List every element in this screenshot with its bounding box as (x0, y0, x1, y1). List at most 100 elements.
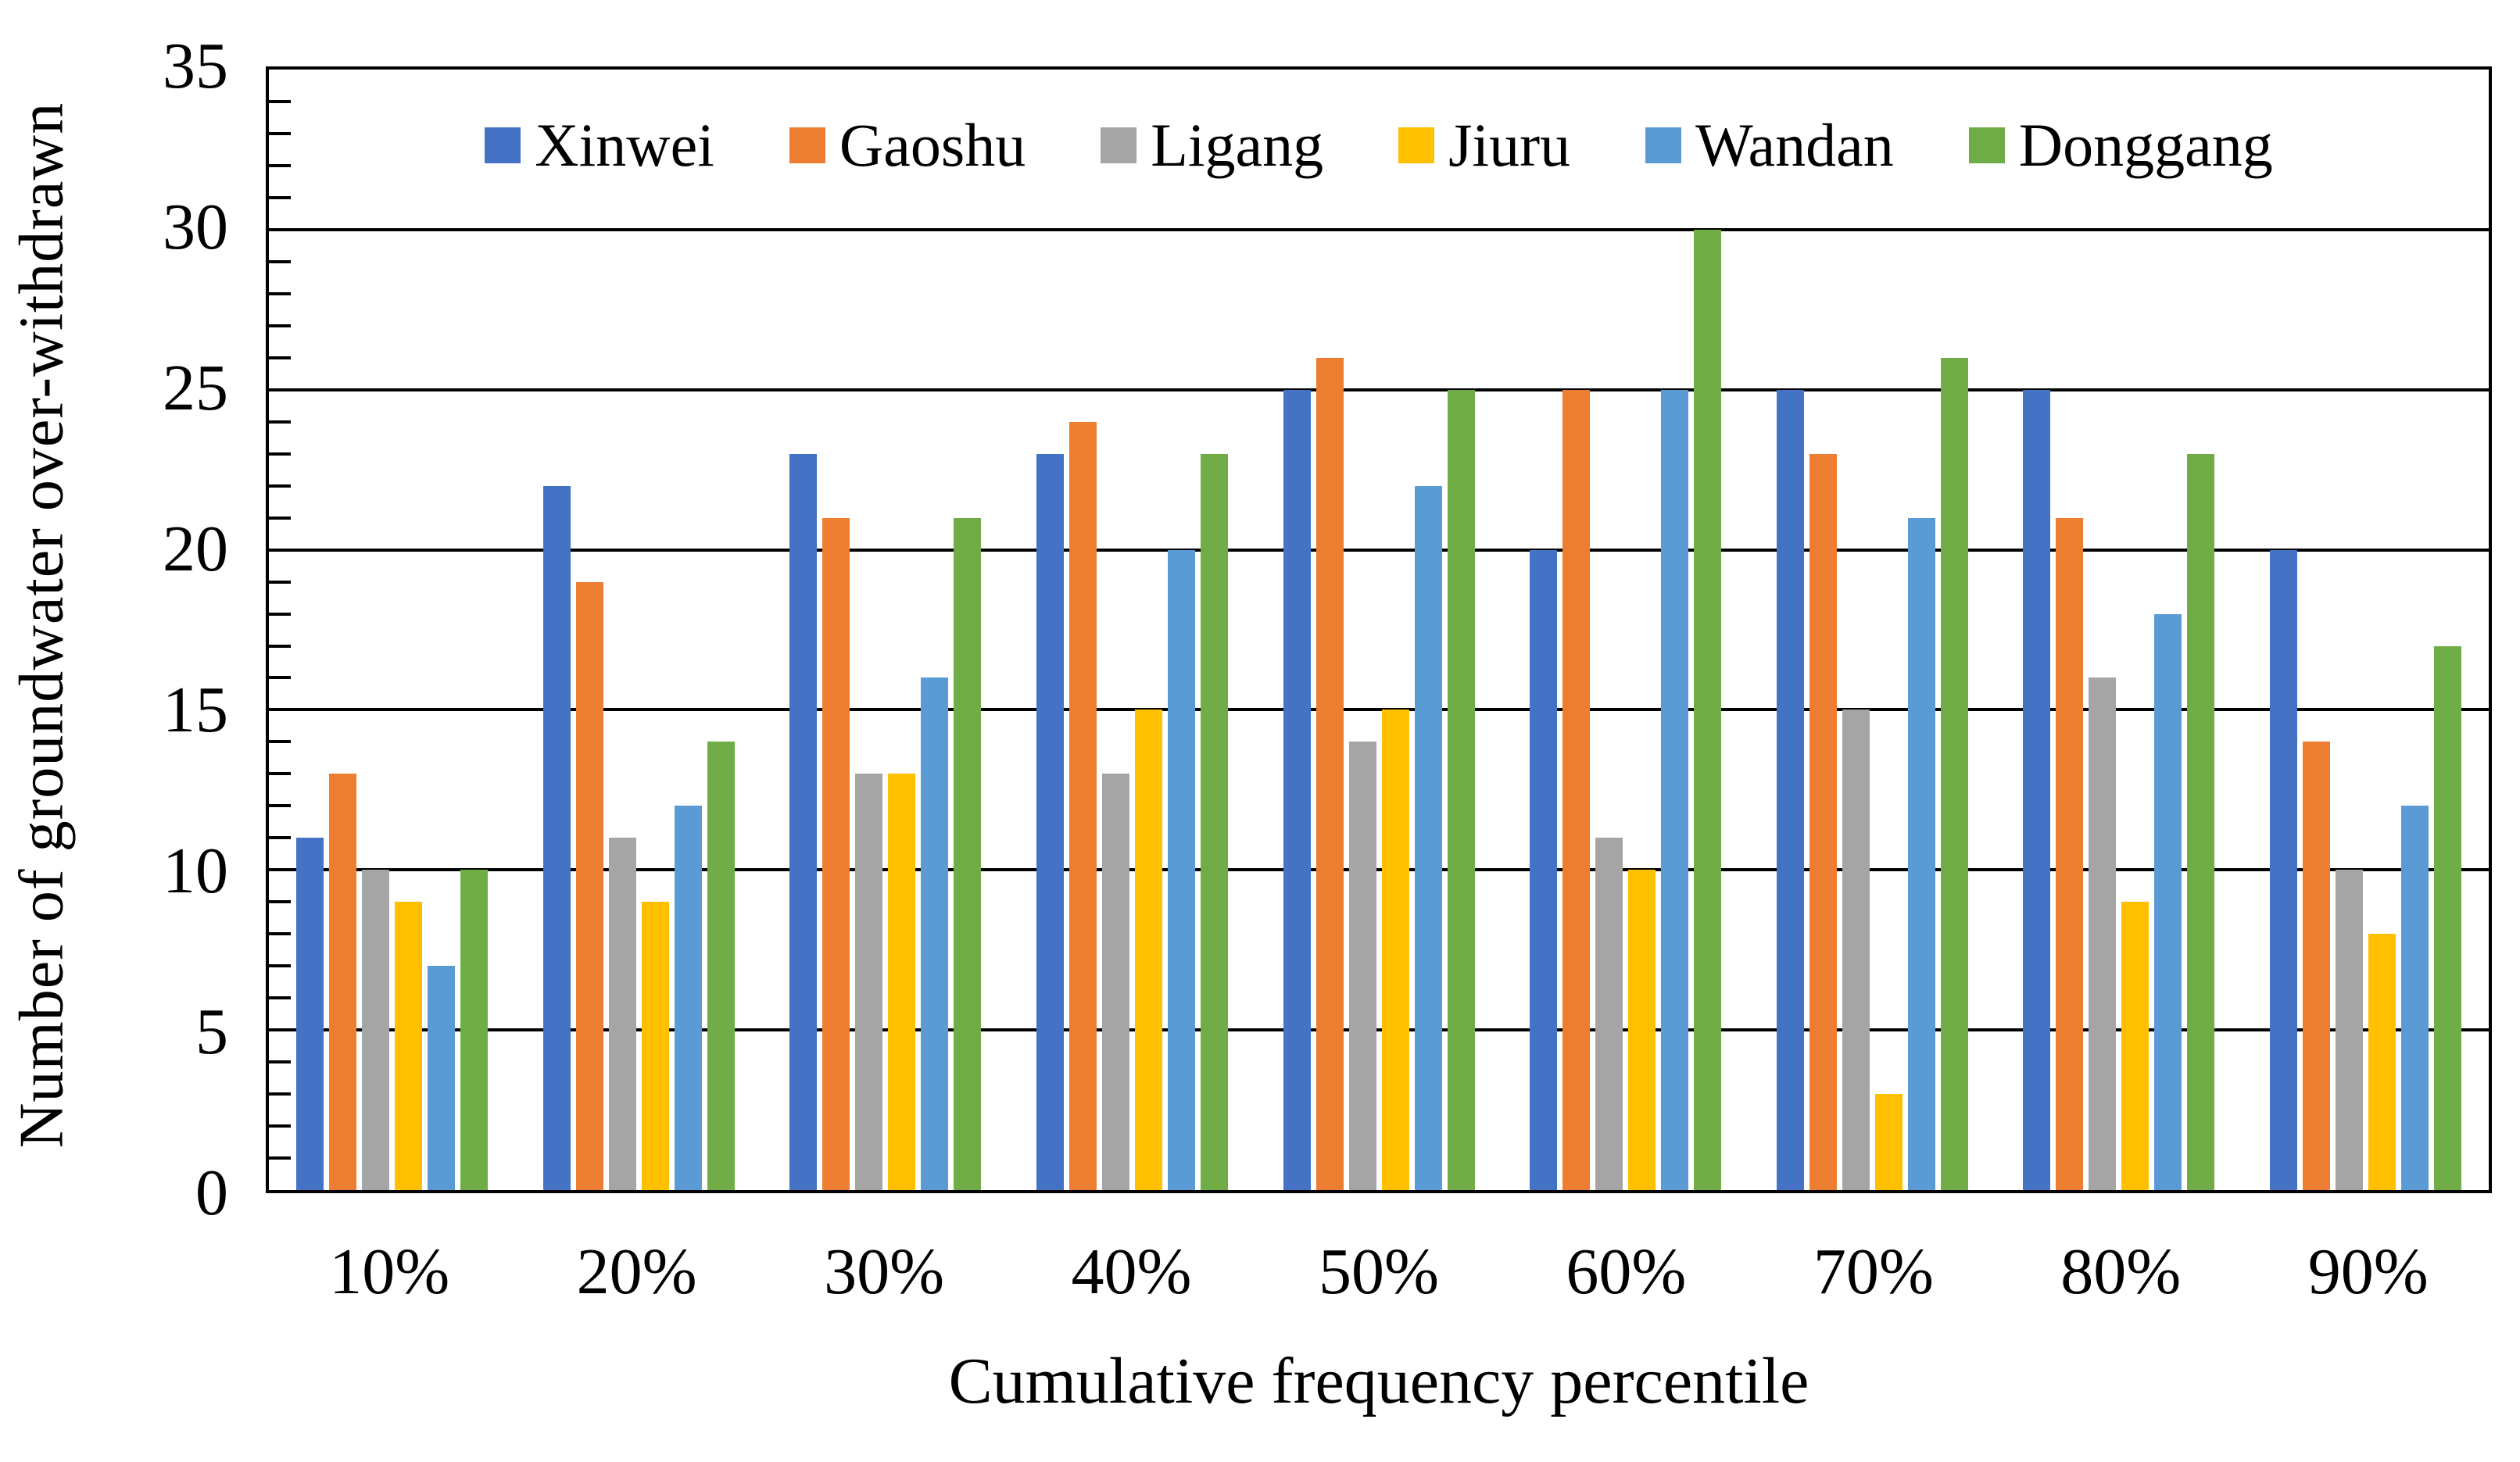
bar-donggang-10% (460, 870, 489, 1190)
y-axis-minor-tick (269, 804, 291, 808)
bar-donggang-20% (707, 742, 735, 1190)
legend-swatch-icon (485, 127, 521, 163)
bar-donggang-40% (1200, 453, 1228, 1190)
gridline-15 (269, 708, 2489, 712)
bar-ligang-50% (1348, 742, 1376, 1190)
bar-xinwei-90% (2269, 549, 2297, 1190)
bar-xinwei-80% (2023, 389, 2051, 1190)
bar-donggang-70% (1940, 357, 1968, 1190)
y-axis-minor-tick (269, 580, 291, 584)
y-axis-tick-labels: 0 5 10 15 20 25 30 35 (0, 34, 228, 1226)
x-tick-label-20%: 20% (576, 1235, 697, 1308)
y-axis-minor-tick (269, 740, 291, 744)
bar-wandan-50% (1414, 485, 1442, 1190)
bar-group-80% (1996, 70, 2243, 1190)
legend-swatch-icon (1645, 127, 1682, 163)
legend-item-donggang: Donggang (1968, 111, 2273, 179)
bar-wandan-90% (2400, 806, 2429, 1190)
bar-group-30% (762, 70, 1009, 1190)
bar-ligang-30% (855, 774, 883, 1190)
x-tick-label-40%: 40% (1071, 1235, 1192, 1308)
bar-xinwei-70% (1776, 389, 1804, 1190)
x-tick-label-50%: 50% (1318, 1235, 1439, 1308)
bar-ligang-40% (1101, 774, 1129, 1190)
x-tick-label-90%: 90% (2307, 1235, 2429, 1308)
gridline-30 (269, 227, 2489, 231)
legend-label: Gaoshu (839, 111, 1026, 179)
y-axis-minor-tick (269, 964, 291, 968)
x-tick-label-80%: 80% (2060, 1235, 2182, 1308)
bar-gaoshu-30% (822, 517, 850, 1190)
bar-jiuru-30% (888, 774, 916, 1190)
gridline-10 (269, 868, 2489, 872)
bar-gaoshu-10% (329, 774, 357, 1190)
y-axis-minor-tick (269, 836, 291, 840)
legend-label: Wandan (1695, 111, 1894, 179)
bar-jiuru-10% (395, 902, 423, 1190)
x-tick-label-70%: 70% (1813, 1235, 1934, 1308)
bar-wandan-70% (1907, 517, 1935, 1190)
y-axis-minor-tick (269, 163, 291, 167)
bar-donggang-50% (1447, 389, 1475, 1190)
bar-jiuru-70% (1874, 1094, 1903, 1190)
y-axis-minor-tick (269, 1156, 291, 1160)
y-tick-label-10: 10 (163, 835, 228, 907)
y-tick-label-0: 0 (195, 1156, 228, 1229)
y-axis-minor-tick (269, 676, 291, 680)
legend-swatch-icon (1398, 127, 1435, 163)
bar-xinwei-20% (542, 485, 571, 1190)
bar-donggang-30% (954, 517, 982, 1190)
y-axis-minor-tick (269, 644, 291, 648)
bar-wandan-60% (1661, 389, 1689, 1190)
plot-area: Xinwei Gaoshu Ligang Jiuru Wandan Donggang (266, 66, 2492, 1193)
y-axis-minor-tick (269, 195, 291, 199)
bar-jiuru-90% (2368, 934, 2396, 1190)
legend-label: Donggang (2018, 111, 2273, 179)
gridline-25 (269, 388, 2489, 391)
bar-xinwei-30% (789, 453, 818, 1190)
y-axis-minor-tick (269, 772, 291, 776)
bar-xinwei-40% (1036, 453, 1064, 1190)
x-tick-label-60%: 60% (1566, 1235, 1687, 1308)
y-axis-minor-tick (269, 1060, 291, 1064)
y-axis-minor-tick (269, 291, 291, 295)
x-axis-tick-labels: 10% 20% 30% 40% 50% 60% 70% 80% 90% (266, 1235, 2492, 1308)
y-axis-minor-tick (269, 323, 291, 327)
bar-xinwei-10% (296, 838, 324, 1190)
bar-group-20% (516, 70, 763, 1190)
y-tick-label-25: 25 (163, 352, 228, 424)
bar-ligang-20% (608, 838, 636, 1190)
gridline-20 (269, 548, 2489, 552)
y-tick-label-35: 35 (163, 30, 228, 102)
bar-ligang-90% (2335, 870, 2363, 1190)
bar-wandan-80% (2154, 613, 2182, 1190)
y-tick-label-15: 15 (163, 674, 228, 746)
legend-label: Xinwei (535, 111, 714, 179)
legend: Xinwei Gaoshu Ligang Jiuru Wandan Donggang (269, 115, 2489, 176)
legend-label: Ligang (1151, 111, 1324, 179)
bar-gaoshu-90% (2302, 742, 2330, 1190)
legend-item-ligang: Ligang (1101, 115, 1323, 176)
bar-group-50% (1255, 70, 1502, 1190)
bar-jiuru-60% (1628, 870, 1656, 1190)
legend-swatch-icon (1968, 127, 2005, 163)
bar-gaoshu-60% (1562, 389, 1591, 1190)
bar-gaoshu-20% (575, 581, 603, 1190)
bar-xinwei-60% (1530, 549, 1558, 1190)
y-axis-minor-tick (269, 356, 291, 359)
bar-xinwei-50% (1283, 389, 1311, 1190)
y-axis-minor-tick (269, 484, 291, 488)
bar-wandan-10% (428, 966, 456, 1190)
bar-jiuru-20% (641, 902, 669, 1190)
bar-group-90% (2243, 70, 2490, 1190)
y-axis-minor-tick (269, 516, 291, 520)
bar-ligang-80% (2089, 677, 2117, 1190)
legend-item-wandan: Wandan (1645, 115, 1894, 176)
bar-group-10% (269, 70, 516, 1190)
y-axis-minor-tick (269, 259, 291, 263)
y-axis-minor-tick (269, 900, 291, 904)
y-axis-minor-tick (269, 99, 291, 103)
bar-gaoshu-70% (1809, 453, 1837, 1190)
bar-ligang-10% (362, 870, 390, 1190)
